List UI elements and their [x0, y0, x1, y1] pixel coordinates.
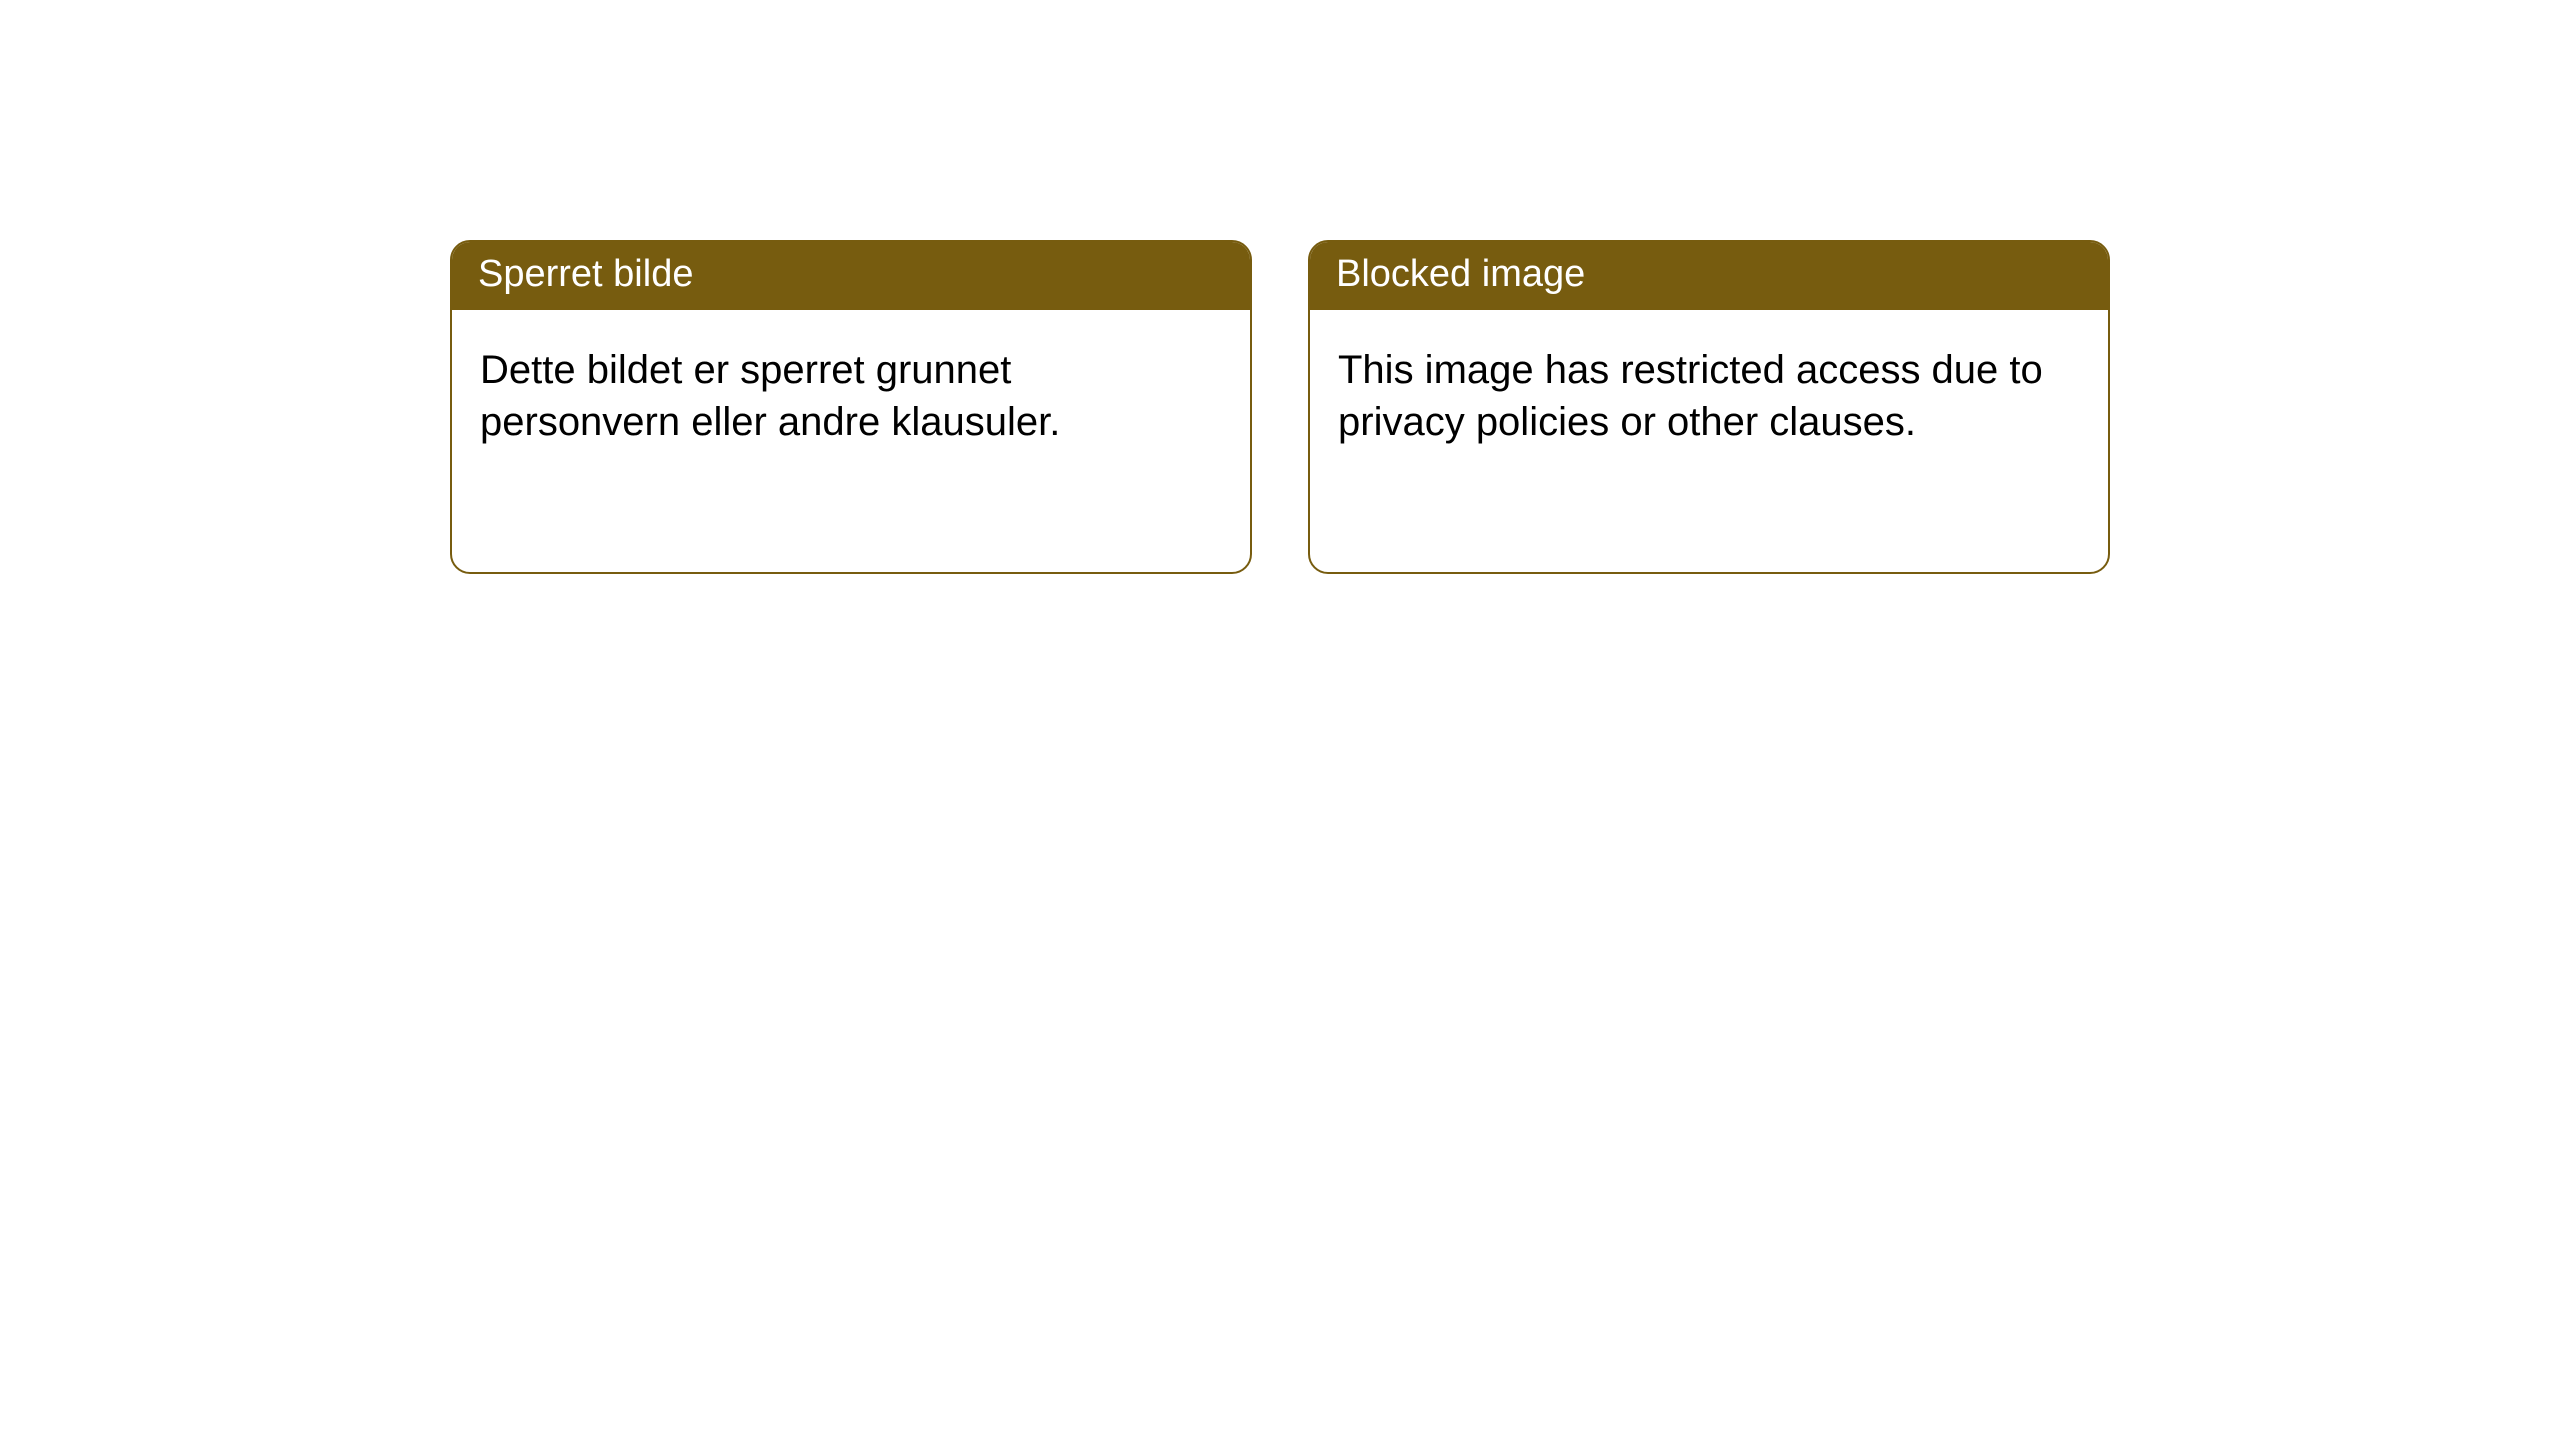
card-norwegian: Sperret bilde Dette bildet er sperret gr…	[450, 240, 1252, 574]
cards-container: Sperret bilde Dette bildet er sperret gr…	[0, 0, 2560, 574]
card-header: Blocked image	[1310, 242, 2108, 310]
card-english: Blocked image This image has restricted …	[1308, 240, 2110, 574]
card-body-text: This image has restricted access due to …	[1338, 348, 2043, 444]
card-body-text: Dette bildet er sperret grunnet personve…	[480, 348, 1060, 444]
card-body: Dette bildet er sperret grunnet personve…	[452, 310, 1250, 482]
card-header: Sperret bilde	[452, 242, 1250, 310]
card-title: Blocked image	[1336, 253, 1585, 295]
card-title: Sperret bilde	[478, 253, 693, 295]
card-body: This image has restricted access due to …	[1310, 310, 2108, 482]
